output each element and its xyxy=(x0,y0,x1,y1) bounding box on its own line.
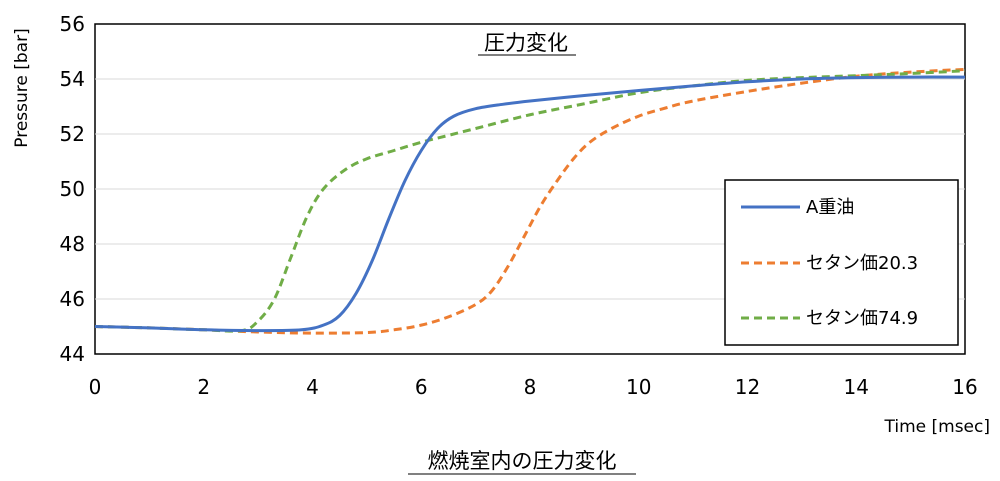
series-a-heavy-oil-line xyxy=(94,75,966,333)
x-tick-label: 8 xyxy=(524,375,537,399)
x-tick-label: 16 xyxy=(952,375,977,399)
legend-label: セタン価20.3 xyxy=(806,253,918,274)
x-tick-labels: 0 2 4 6 8 10 12 14 16 xyxy=(89,375,978,399)
y-tick-label: 54 xyxy=(60,67,85,91)
y-tick-label: 50 xyxy=(60,177,85,201)
x-tick-label: 4 xyxy=(306,375,319,399)
legend-label: A重油 xyxy=(806,197,854,218)
series-cetane-20-3-line xyxy=(94,67,966,335)
y-tick-label: 44 xyxy=(60,342,85,366)
figure-caption: 燃焼室内の圧力変化 xyxy=(428,449,617,473)
x-tick-label: 14 xyxy=(844,375,869,399)
y-tick-label: 46 xyxy=(60,287,85,311)
x-tick-label: 0 xyxy=(89,375,102,399)
x-axis-title: Time [msec] xyxy=(884,417,991,437)
chart-title: 圧力変化 xyxy=(484,31,568,55)
y-tick-label: 56 xyxy=(60,12,85,36)
x-tick-label: 6 xyxy=(415,375,428,399)
series-cetane-74-9-line xyxy=(94,69,966,333)
legend-label: セタン価74.9 xyxy=(806,308,918,329)
x-tick-label: 12 xyxy=(735,375,760,399)
y-axis-title: Pressure [bar] xyxy=(12,28,32,147)
y-tick-label: 52 xyxy=(60,122,85,146)
y-tick-labels: 44 46 48 50 52 54 56 xyxy=(60,12,85,366)
series-lines xyxy=(94,67,966,335)
x-tick-label: 10 xyxy=(626,375,651,399)
x-tick-label: 2 xyxy=(197,375,210,399)
y-tick-label: 48 xyxy=(60,232,85,256)
